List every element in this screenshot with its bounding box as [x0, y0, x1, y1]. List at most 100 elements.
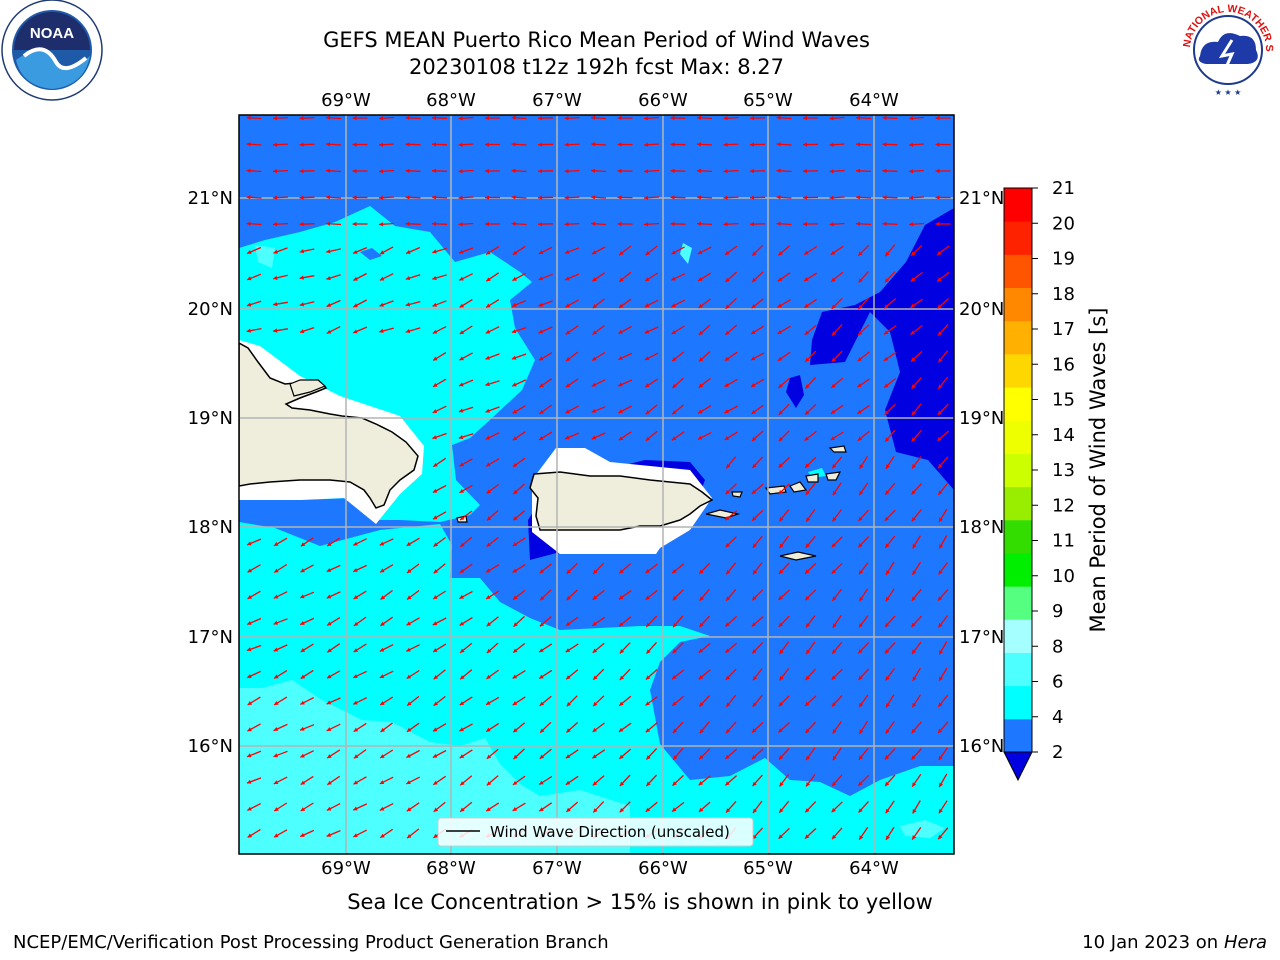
wind-arrow	[911, 694, 922, 708]
svg-text:64°W: 64°W	[849, 858, 899, 879]
wind-arrow	[325, 221, 342, 226]
wind-arrow	[778, 456, 790, 469]
wind-arrow	[911, 561, 922, 576]
wind-arrow	[802, 142, 819, 147]
wind-arrow	[855, 221, 872, 226]
wind-arrow	[751, 404, 764, 415]
wind-arrow	[618, 405, 632, 414]
wind-arrow	[723, 195, 739, 200]
wind-arrow	[831, 668, 843, 681]
wind-arrow	[512, 510, 526, 521]
colorbar-segment	[1004, 652, 1032, 687]
lon-labels-bottom: 69°W 68°W 67°W 66°W 65°W 64°W	[321, 858, 899, 879]
wind-arrow	[406, 776, 420, 785]
wind-arrow	[618, 298, 632, 309]
sea-ice-note: Sea Ice Concentration > 15% is shown in …	[347, 890, 933, 914]
wind-arrow	[778, 509, 790, 522]
wind-arrow	[831, 350, 843, 363]
wind-arrow	[938, 773, 948, 788]
wind-arrow	[564, 432, 580, 440]
wind-arrow	[937, 827, 949, 840]
wind-arrow	[804, 403, 817, 416]
wind-arrow	[591, 432, 606, 440]
wind-arrow	[432, 378, 447, 388]
wind-arrow	[459, 749, 473, 759]
wind-arrow	[670, 168, 686, 174]
wind-arrow	[565, 405, 579, 414]
wind-arrow	[645, 669, 658, 680]
wind-arrow	[725, 800, 737, 814]
wind-arrow	[512, 537, 526, 547]
wind-arrow	[723, 222, 739, 227]
arrow-legend: Wind Wave Direction (unscaled)	[437, 817, 754, 847]
wind-arrow	[884, 509, 896, 522]
wind-arrow	[857, 668, 870, 681]
wind-arrow	[538, 273, 553, 281]
wind-arrow	[326, 697, 341, 705]
wind-arrow	[273, 247, 288, 254]
svg-text:69°W: 69°W	[321, 90, 371, 111]
wind-arrow	[431, 115, 448, 120]
wind-arrow	[832, 747, 842, 761]
wind-arrow	[749, 195, 766, 200]
wind-arrow	[538, 246, 553, 255]
wind-arrow	[751, 430, 764, 442]
wind-arrow	[725, 536, 737, 548]
wind-arrow	[352, 168, 368, 174]
wind-arrow	[273, 274, 288, 280]
wind-arrow	[937, 403, 949, 416]
wind-arrow	[751, 616, 764, 627]
wind-arrow	[723, 142, 739, 147]
wind-arrow	[724, 748, 738, 760]
wind-arrow	[831, 297, 843, 310]
wind-arrow	[643, 222, 660, 227]
wind-arrow	[486, 483, 499, 495]
wind-arrow	[857, 244, 870, 257]
wind-arrow	[670, 221, 686, 227]
wind-arrow	[884, 429, 896, 443]
wind-arrow	[937, 323, 949, 337]
wind-arrow	[432, 749, 447, 759]
wind-arrow	[802, 195, 819, 200]
wind-arrow	[777, 589, 791, 601]
wind-arrow	[246, 617, 262, 626]
wind-arrow	[884, 642, 896, 654]
svg-text:★ ★ ★: ★ ★ ★	[1215, 88, 1242, 97]
wind-arrow	[431, 168, 448, 173]
wind-arrow	[885, 561, 895, 576]
wind-arrow	[378, 222, 395, 227]
wind-arrow	[512, 642, 526, 654]
wind-arrow	[485, 722, 500, 733]
wind-arrow	[325, 115, 342, 120]
wind-arrow	[830, 271, 844, 283]
wind-arrow	[858, 800, 869, 814]
wind-arrow	[300, 750, 314, 758]
wind-arrow	[458, 406, 474, 413]
wind-arrow	[672, 589, 684, 601]
wind-arrow	[776, 115, 792, 120]
svg-text:20°N: 20°N	[959, 299, 1004, 320]
wind-arrow	[698, 324, 711, 336]
wind-arrow	[511, 326, 527, 334]
wind-arrow	[723, 116, 739, 121]
colorbar-segment	[1004, 552, 1032, 587]
wind-arrow	[829, 116, 845, 121]
land-puerto-rico	[529, 471, 714, 531]
wind-arrow	[405, 246, 421, 255]
wind-arrow	[778, 562, 790, 575]
wind-arrow	[592, 801, 605, 813]
wind-arrow	[379, 696, 394, 706]
noaa-logo: NOAA	[1, 0, 103, 101]
wind-direction-arrows	[246, 115, 951, 841]
svg-text:19°N: 19°N	[188, 408, 233, 429]
wind-arrow	[352, 299, 368, 308]
wind-arrow	[564, 222, 580, 227]
wind-arrow	[619, 642, 631, 654]
wind-arrow	[485, 696, 500, 706]
wind-arrow	[644, 272, 659, 282]
wind-arrow	[353, 616, 367, 627]
svg-text:18°N: 18°N	[188, 517, 233, 538]
wind-arrow	[512, 272, 526, 282]
wind-arrow	[511, 221, 527, 226]
wind-arrow	[458, 116, 474, 121]
